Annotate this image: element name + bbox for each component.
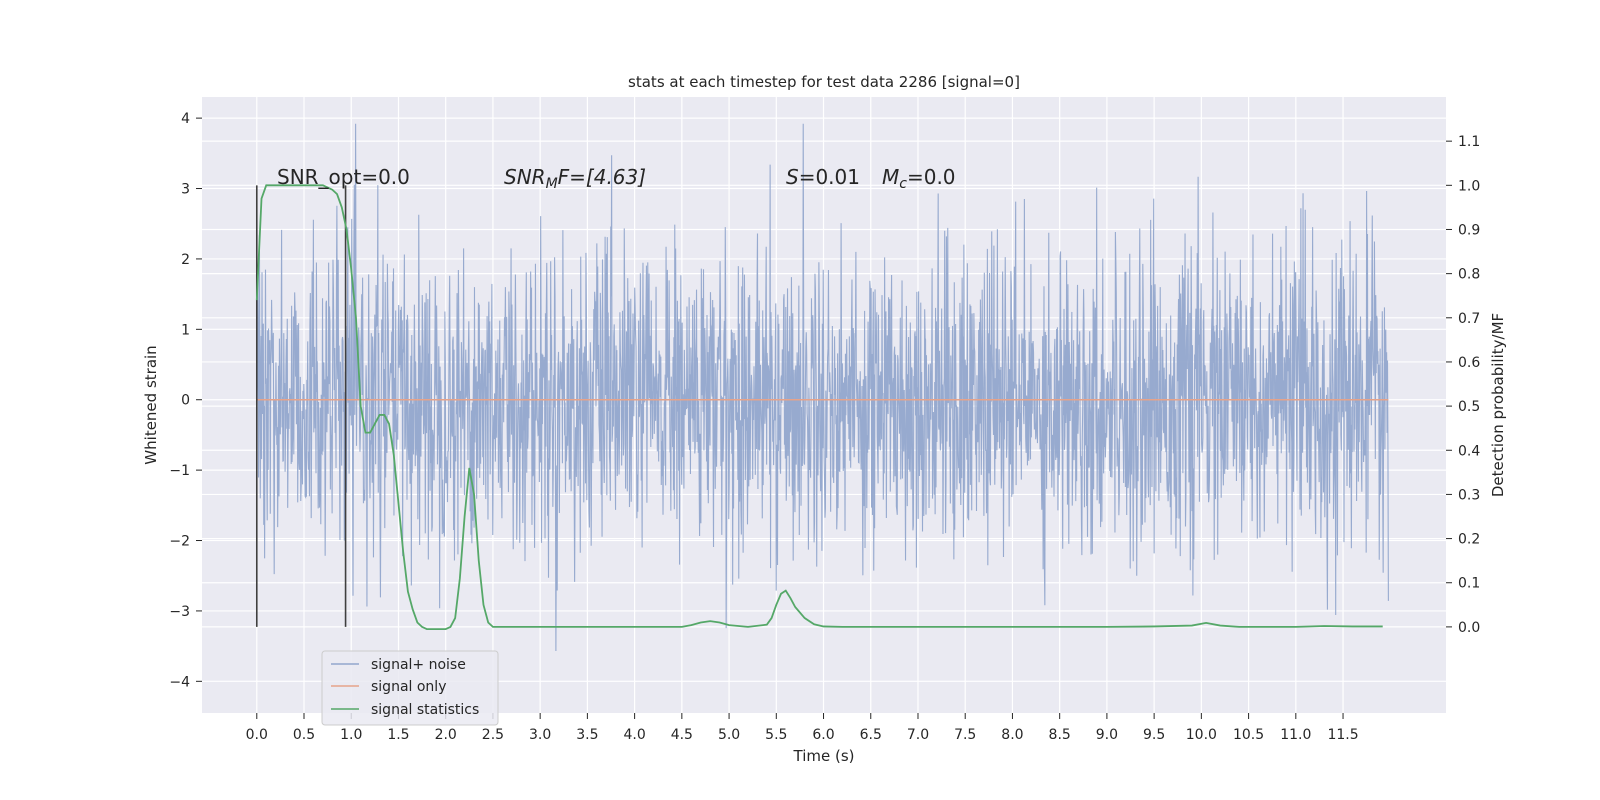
legend-box [321,650,499,726]
x-tick-label: 2.5 [482,727,504,743]
x-tick-label: 7.0 [907,727,929,743]
y-right-tick-label: 1.0 [1458,178,1480,194]
legend: signal+ noise signal only signal statist… [321,650,499,726]
y-left-tick-label: 3 [181,182,190,198]
x-tick-label: 11.5 [1327,727,1358,743]
x-tick-label: 5.0 [718,727,740,743]
x-tick-label: 4.0 [623,727,645,743]
x-tick-label: 10.5 [1233,727,1264,743]
legend-label-signal-only: signal only [371,679,446,695]
y-right-tick-label: 0.8 [1458,267,1480,283]
x-tick-label: 11.0 [1280,727,1311,743]
annotation-s-main: S [786,165,799,189]
annotation-snr-mf: SNRMF=[4.63] [504,165,646,192]
y-left-tick-label: 1 [181,322,190,338]
y-right-tick-label: 0.6 [1458,355,1480,371]
annotation-s: S=0.01 [786,165,860,189]
x-axis-label: Time (s) [793,747,855,765]
y-left-tick-label: −1 [169,463,190,479]
y-right-tick-label: 0.9 [1458,222,1480,238]
y-axis-left-ticks: 4 3 2 1 0 −1 −2 −3 −4 [169,111,202,690]
x-tick-label: 4.5 [671,727,693,743]
annotation-mc: Mc=0.0 [882,165,956,192]
x-tick-label: 10.0 [1186,727,1217,743]
signal-statistics-line [255,184,1383,630]
y-left-tick-label: −3 [169,604,190,620]
x-tick-label: 1.0 [340,727,362,743]
x-tick-label: 8.5 [1049,727,1071,743]
x-tick-label: 6.5 [860,727,882,743]
y-left-tick-label: 2 [181,252,190,268]
y-left-tick-label: −2 [169,534,190,550]
x-tick-label: 5.5 [765,727,787,743]
annotation-snr-mf-sub: M [546,176,558,192]
x-tick-label: 9.5 [1143,727,1165,743]
y-right-tick-label: 0.4 [1458,443,1480,459]
y-axis-right-label: Detection probability/MF [1489,313,1507,497]
y-right-tick-label: 0.0 [1458,620,1480,636]
series-signal-statistics [255,184,1383,630]
y-left-tick-label: −4 [169,674,190,690]
x-tick-label: 3.5 [576,727,598,743]
annotation-mc-rest: =0.0 [907,165,956,189]
annotation-s-rest: =0.01 [799,165,860,189]
y-right-tick-label: 0.7 [1458,311,1480,327]
annotation-snr-mf-main: SNR [504,165,546,189]
series-signal-noise [256,123,1389,651]
y-left-tick-label: 0 [181,393,190,409]
annotation-mc-sub: c [899,176,907,192]
y-right-tick-label: 0.3 [1458,487,1480,503]
x-tick-label: 1.5 [387,727,409,743]
y-axis-left-label: Whitened strain [142,345,160,464]
y-left-tick-label: 4 [181,111,190,127]
x-tick-label: 0.5 [293,727,315,743]
x-tick-label: 0.0 [246,727,268,743]
chart-title: stats at each timestep for test data 228… [628,73,1020,91]
x-tick-label: 6.0 [812,727,834,743]
legend-label-signal-statistics: signal statistics [371,702,479,718]
y-right-tick-label: 1.1 [1458,134,1480,150]
x-tick-label: 2.0 [435,727,457,743]
x-tick-label: 8.0 [1001,727,1023,743]
vertical-markers [255,185,347,627]
y-right-tick-label: 0.2 [1458,532,1480,548]
signal-noise-line [256,123,1389,651]
x-tick-label: 9.0 [1096,727,1118,743]
x-tick-label: 3.0 [529,727,551,743]
x-axis-ticks: 0.0 0.5 1.0 1.5 2.0 2.5 3.0 3.5 4.0 4.5 5.0 5.5 6.0 6… [246,713,1359,743]
y-right-tick-label: 0.5 [1458,399,1480,415]
legend-label-signal-noise: signal+ noise [371,657,466,673]
x-tick-label: 7.5 [954,727,976,743]
annotation-snr-opt: SNR_opt=0.0 [277,165,410,189]
y-right-tick-label: 0.1 [1458,576,1480,592]
annotation-snr-mf-rest: F=[4.63] [558,165,646,189]
y-axis-right-ticks: 1.1 1.0 0.9 0.8 0.7 0.6 0.5 0.4 0.3 0.2 0.1 0.0 [1446,134,1480,636]
annotation-mc-main: M [882,165,899,189]
